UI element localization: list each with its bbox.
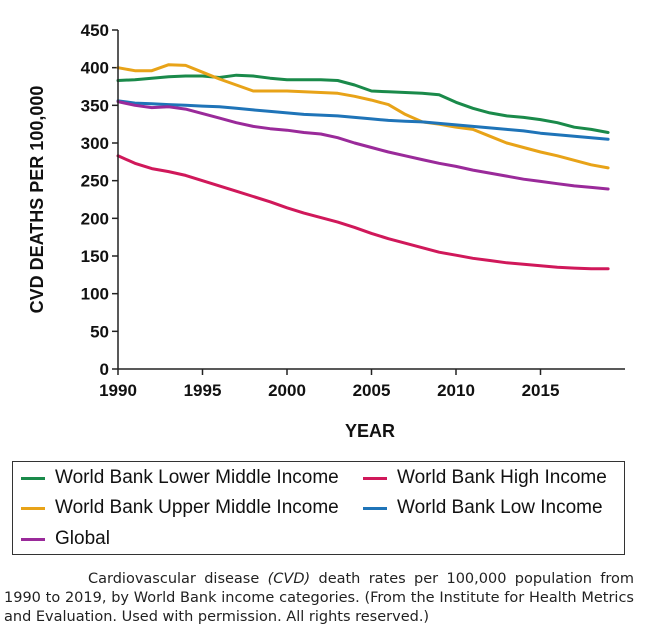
- series-line-4: [116, 100, 610, 191]
- y-tick-label: 50: [90, 322, 109, 341]
- y-tick-label: 450: [81, 21, 109, 40]
- caption-text-start: Cardiovascular disease: [88, 571, 268, 587]
- legend-item-low-income: World Bank Low Income: [363, 496, 603, 520]
- y-tick-label: 150: [81, 247, 109, 266]
- legend-swatch: [21, 476, 45, 480]
- series-lines: [116, 63, 610, 271]
- y-tick-label: 250: [81, 172, 109, 191]
- x-tick-label: 2000: [268, 381, 306, 400]
- legend-item-high-income: World Bank High Income: [363, 466, 607, 490]
- series-line-3: [116, 99, 610, 141]
- legend-swatch: [21, 506, 45, 510]
- y-tick-label: 200: [81, 209, 109, 228]
- x-axis-title: YEAR: [345, 421, 395, 441]
- x-tick-label: 2005: [353, 381, 391, 400]
- figure-caption: Cardiovascular disease (CVD) death rates…: [4, 570, 634, 627]
- y-tick-label: 350: [81, 96, 109, 115]
- legend-swatch: [363, 506, 387, 510]
- legend-item-global: Global: [21, 527, 110, 551]
- legend-label: Global: [55, 528, 110, 549]
- legend: World Bank Lower Middle Income World Ban…: [12, 461, 625, 555]
- y-tick-label: 100: [81, 285, 109, 304]
- legend-label: World Bank Upper Middle Income: [55, 497, 339, 518]
- x-tick-label: 2015: [522, 381, 560, 400]
- y-tick-label: 0: [100, 360, 109, 379]
- y-tick-label: 400: [81, 59, 109, 78]
- y-tick-label: 300: [81, 134, 109, 153]
- y-axis-ticks: 0 50 100 150 200 250 300 350 400 450: [81, 21, 118, 379]
- x-tick-label: 2010: [437, 381, 475, 400]
- x-tick-label: 1990: [99, 381, 137, 400]
- caption-abbreviation: (CVD): [267, 571, 311, 587]
- legend-swatch: [363, 476, 387, 480]
- x-axis-ticks: 1990 1995 2000 2005 2010 2015: [99, 369, 559, 400]
- line-chart: 0 50 100 150 200 250 300 350 400 450 1990 1995 2000…: [27, 21, 625, 441]
- legend-label: World Bank Low Income: [397, 497, 603, 518]
- y-axis-title: CVD DEATHS PER 100,000: [27, 86, 47, 314]
- legend-swatch: [21, 537, 45, 541]
- series-line-2: [116, 63, 610, 170]
- legend-item-upper-middle-income: World Bank Upper Middle Income: [21, 496, 339, 520]
- series-line-0: [116, 73, 610, 134]
- legend-label: World Bank Lower Middle Income: [55, 467, 339, 488]
- caption-text-end: death rates per 100,000 population from …: [4, 571, 635, 625]
- legend-label: World Bank High Income: [397, 467, 607, 488]
- series-line-1: [116, 154, 610, 271]
- legend-item-lower-middle-income: World Bank Lower Middle Income: [21, 466, 339, 490]
- x-tick-label: 1995: [184, 381, 222, 400]
